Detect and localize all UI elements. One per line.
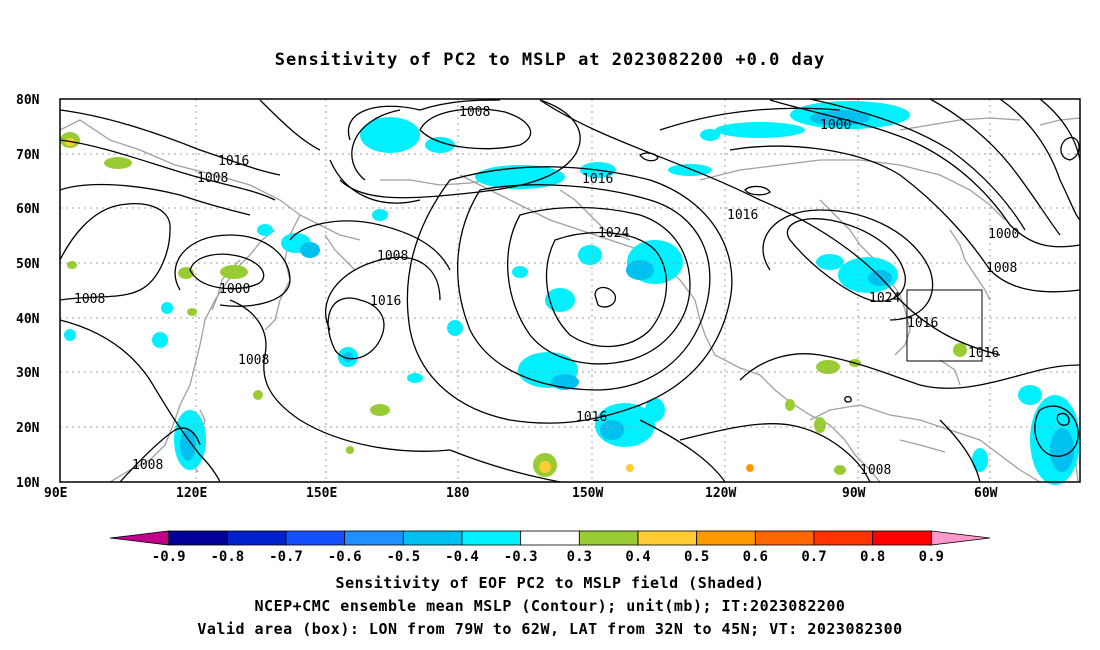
isobar-label: 1008: [132, 458, 163, 473]
lat-label: 70N: [16, 148, 40, 163]
lon-label: 60W: [974, 486, 998, 501]
colorbar-cell: [461, 530, 522, 546]
colorbar-cell: [520, 530, 580, 546]
colorbar-cell: [637, 530, 698, 546]
colorbar-cell: [696, 530, 756, 546]
footer-line-2: NCEP+CMC ensemble mean MSLP (Contour); u…: [254, 597, 846, 615]
colorbar-tick-label: -0.7: [269, 549, 303, 565]
lat-label: 80N: [16, 93, 40, 108]
valid-area-box: [906, 289, 983, 362]
lon-label: 90E: [44, 486, 67, 501]
colorbar-tick-label: 0.9: [919, 549, 944, 565]
isobar-label: 1008: [986, 261, 1017, 276]
colorbar-tick-label: 0.5: [684, 549, 709, 565]
colorbar-tick-label: -0.5: [386, 549, 420, 565]
isobar-label: 1008: [74, 292, 105, 307]
colorbar-tick-label: 0.3: [567, 549, 592, 565]
colorbar-tick-label: -0.4: [445, 549, 479, 565]
colorbar-cell: [285, 530, 346, 546]
colorbar-tick-label: 0.6: [743, 549, 768, 565]
colorbar-tick-label: 0.4: [625, 549, 650, 565]
colorbar-cell: [872, 530, 932, 546]
lon-label: 180: [446, 486, 470, 501]
isobar-label: 1008: [197, 171, 228, 186]
colorbar-cell: [168, 530, 228, 546]
isobar-label: 1016: [576, 410, 607, 425]
lat-label: 40N: [16, 312, 40, 327]
lon-label: 150E: [306, 486, 337, 501]
colorbar-cell: [813, 530, 874, 546]
isobar-label: 1008: [377, 249, 408, 264]
footer-line-1: Sensitivity of EOF PC2 to MSLP field (Sh…: [335, 574, 765, 592]
isobar-label: 1008: [860, 463, 891, 478]
lat-label: 10N: [16, 476, 40, 491]
isobar-label: 1016: [907, 316, 938, 331]
isobar-label: 1000: [988, 227, 1019, 242]
colorbar-tick-label: -0.6: [328, 549, 362, 565]
isobar-label: 1024: [869, 291, 900, 306]
colorbar-tick-label: -0.9: [152, 549, 186, 565]
colorbar-cell: [226, 530, 287, 546]
map-frame: [59, 98, 1081, 483]
colorbar: -0.9 -0.8 -0.7 -0.6 -0.5 -0.4 -0.3 0.3 0.4 0.5 0.6…: [109, 530, 991, 565]
colorbar-tick-label: 0.7: [801, 549, 826, 565]
colorbar-cells: [109, 530, 991, 546]
isobar-label: 1000: [219, 282, 250, 297]
longitude-labels: 90E 120E 150E 180 150W 120W 90W 60W: [44, 486, 998, 501]
isobar-label: 1016: [370, 294, 401, 309]
sensitivity-shading: [60, 101, 1080, 485]
isobar-label: 1008: [238, 353, 269, 368]
isobar-label: 1016: [727, 208, 758, 223]
latitude-labels: 80N 70N 60N 50N 40N 30N 20N 10N: [16, 93, 40, 491]
footer-line-3: Valid area (box): LON from 79W to 62W, L…: [197, 620, 903, 638]
colorbar-cell: [930, 530, 991, 546]
isobar-label: 1024: [598, 226, 629, 241]
colorbar-cell: [578, 530, 639, 546]
lat-label: 60N: [16, 202, 40, 217]
isobar-label: 1008: [459, 105, 490, 120]
lat-label: 30N: [16, 366, 40, 381]
lat-label: 50N: [16, 257, 40, 272]
lon-label: 150W: [572, 486, 603, 501]
colorbar-cell: [402, 530, 463, 546]
lon-label: 120E: [176, 486, 207, 501]
colorbar-tick-label: -0.8: [210, 549, 244, 565]
isobar-labels: 1008 1016 1008 1000 1008 1008 1016 1008 …: [74, 105, 1019, 478]
mslp-contours: [59, 98, 1081, 483]
colorbar-cell: [109, 530, 170, 546]
isobar-label: 1000: [820, 118, 851, 133]
lat-label: 20N: [16, 421, 40, 436]
colorbar-tick-label: 0.8: [860, 549, 885, 565]
colorbar-labels: -0.9 -0.8 -0.7 -0.6 -0.5 -0.4 -0.3 0.3 0.4 0.5 0.6…: [152, 549, 944, 565]
map-panel: [59, 98, 1081, 485]
colorbar-cell: [344, 530, 404, 546]
isobar-label: 1016: [582, 172, 613, 187]
isobar-label: 1016: [218, 154, 249, 169]
colorbar-cell: [754, 530, 815, 546]
lon-label: 90W: [842, 486, 866, 501]
lon-label: 120W: [705, 486, 736, 501]
page-title: Sensitivity of PC2 to MSLP at 2023082200…: [274, 50, 826, 70]
isobar-label: 1016: [968, 346, 999, 361]
colorbar-tick-label: -0.3: [504, 549, 538, 565]
